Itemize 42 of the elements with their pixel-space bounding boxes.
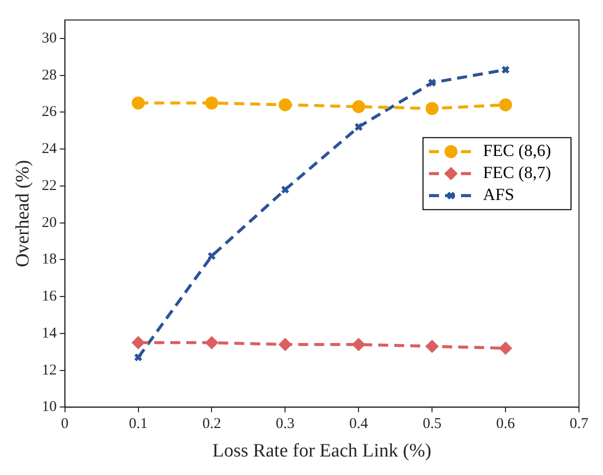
y-axis-title: Overhead (%)	[12, 160, 34, 268]
point	[132, 336, 145, 350]
y-tick-label: 30	[42, 30, 57, 46]
legend-label: FEC (8,7)	[483, 163, 551, 182]
point	[426, 340, 439, 353]
point	[352, 100, 366, 114]
point	[501, 65, 510, 74]
y-tick-label: 10	[42, 399, 57, 416]
point	[352, 338, 366, 352]
point	[134, 353, 143, 362]
x-tick-label: 0.6	[496, 416, 516, 432]
x-axis-title: Loss Rate for Each Link (%)	[212, 440, 432, 462]
point	[207, 252, 216, 260]
y-tick-label: 20	[42, 214, 57, 231]
x-tick-label: 0	[61, 416, 69, 432]
x-tick-label: 0.7	[570, 416, 589, 432]
point	[205, 336, 218, 350]
legend-label: AFS	[483, 185, 514, 204]
y-tick-label: 16	[42, 288, 58, 305]
point	[499, 342, 512, 355]
point	[280, 185, 290, 194]
y-tick-label: 26	[42, 104, 58, 120]
point	[205, 96, 218, 110]
y-tick-label: 14	[42, 325, 58, 342]
y-tick-label: 24	[42, 141, 58, 158]
point	[428, 78, 436, 88]
y-tick-label: 18	[42, 252, 57, 268]
point	[499, 98, 512, 112]
x-tick-label: 0.1	[128, 416, 148, 432]
point	[278, 338, 292, 352]
point	[278, 98, 292, 112]
x-tick-label: 0.4	[349, 416, 369, 432]
y-tick-label: 12	[42, 362, 57, 378]
y-tick-label: 22	[42, 178, 57, 194]
point	[132, 96, 145, 110]
x-tick-label: 0.2	[202, 416, 222, 432]
legend-label: FEC (8,6)	[483, 141, 551, 160]
y-tick-label: 28	[42, 67, 57, 84]
x-tick-label: 0.5	[422, 416, 442, 432]
x-tick-label: 0.3	[276, 416, 295, 432]
point	[426, 102, 439, 116]
point	[354, 122, 363, 132]
